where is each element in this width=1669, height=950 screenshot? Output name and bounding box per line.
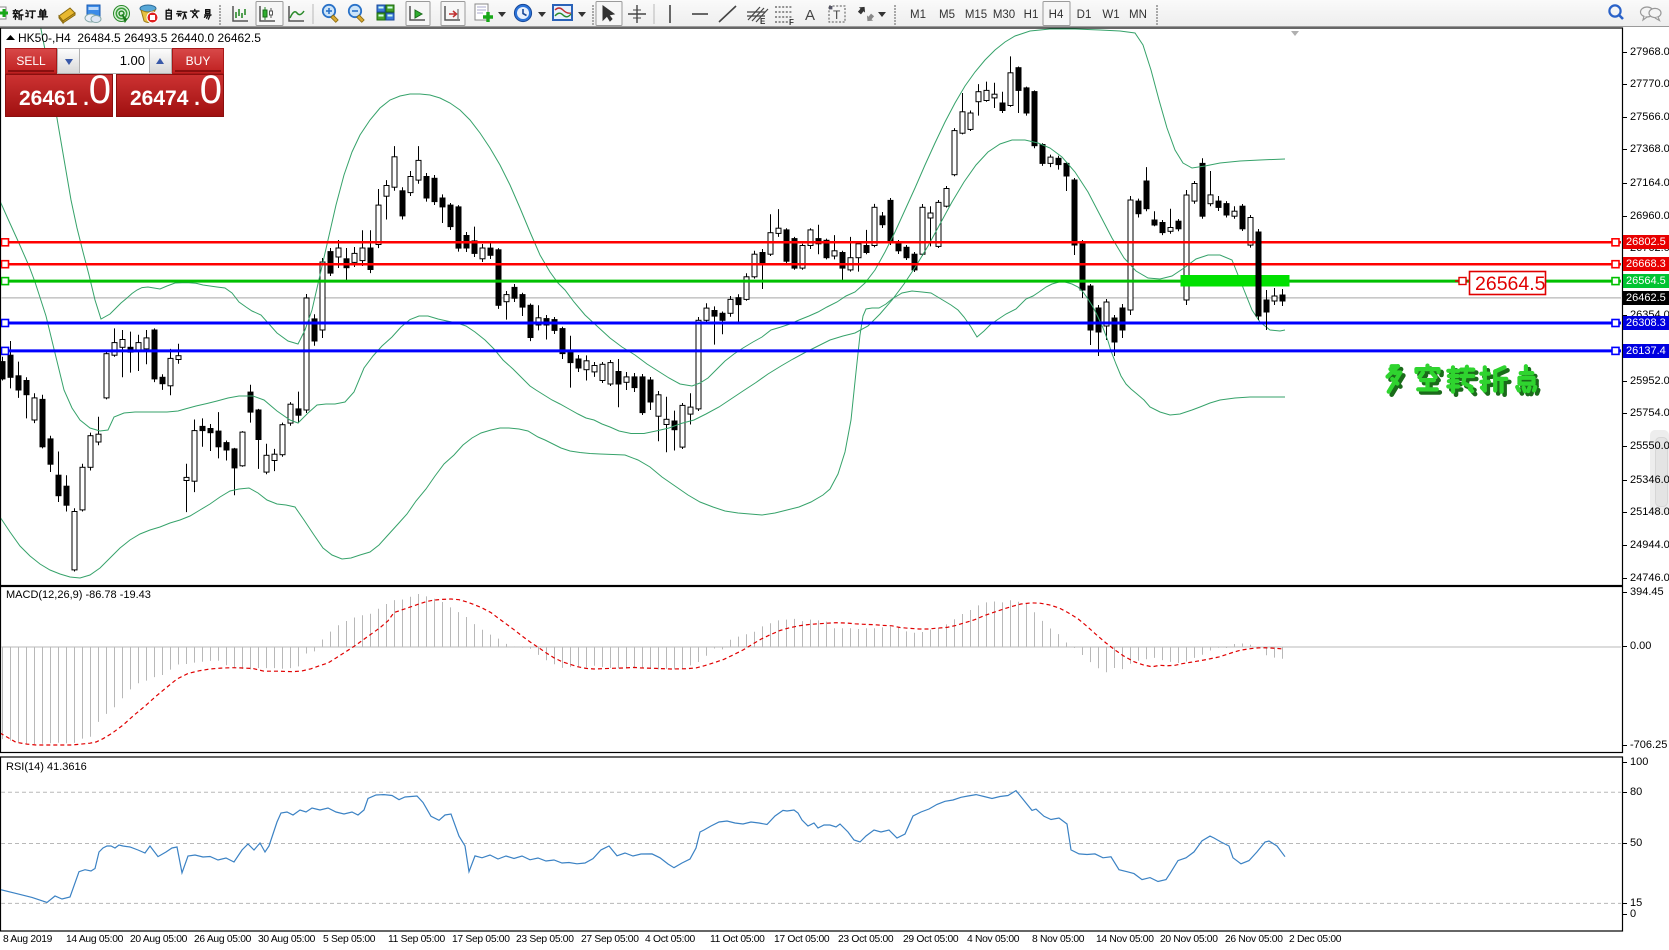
svg-text:H1: H1 (1024, 9, 1039, 21)
svg-text:M30: M30 (993, 9, 1015, 21)
svg-text:F: F (789, 18, 794, 27)
svg-text:M15: M15 (965, 9, 987, 21)
svg-text:T: T (833, 8, 841, 22)
svg-text:26564.5: 26564.5 (1475, 273, 1546, 295)
svg-text:D1: D1 (1077, 9, 1092, 21)
svg-text:E: E (760, 17, 766, 26)
svg-text:H4: H4 (1049, 9, 1064, 21)
svg-text:M1: M1 (910, 9, 926, 21)
svg-text:A: A (805, 7, 815, 24)
svg-text:M5: M5 (939, 9, 955, 21)
svg-text:W1: W1 (1102, 9, 1119, 21)
svg-text:MN: MN (1129, 9, 1147, 21)
